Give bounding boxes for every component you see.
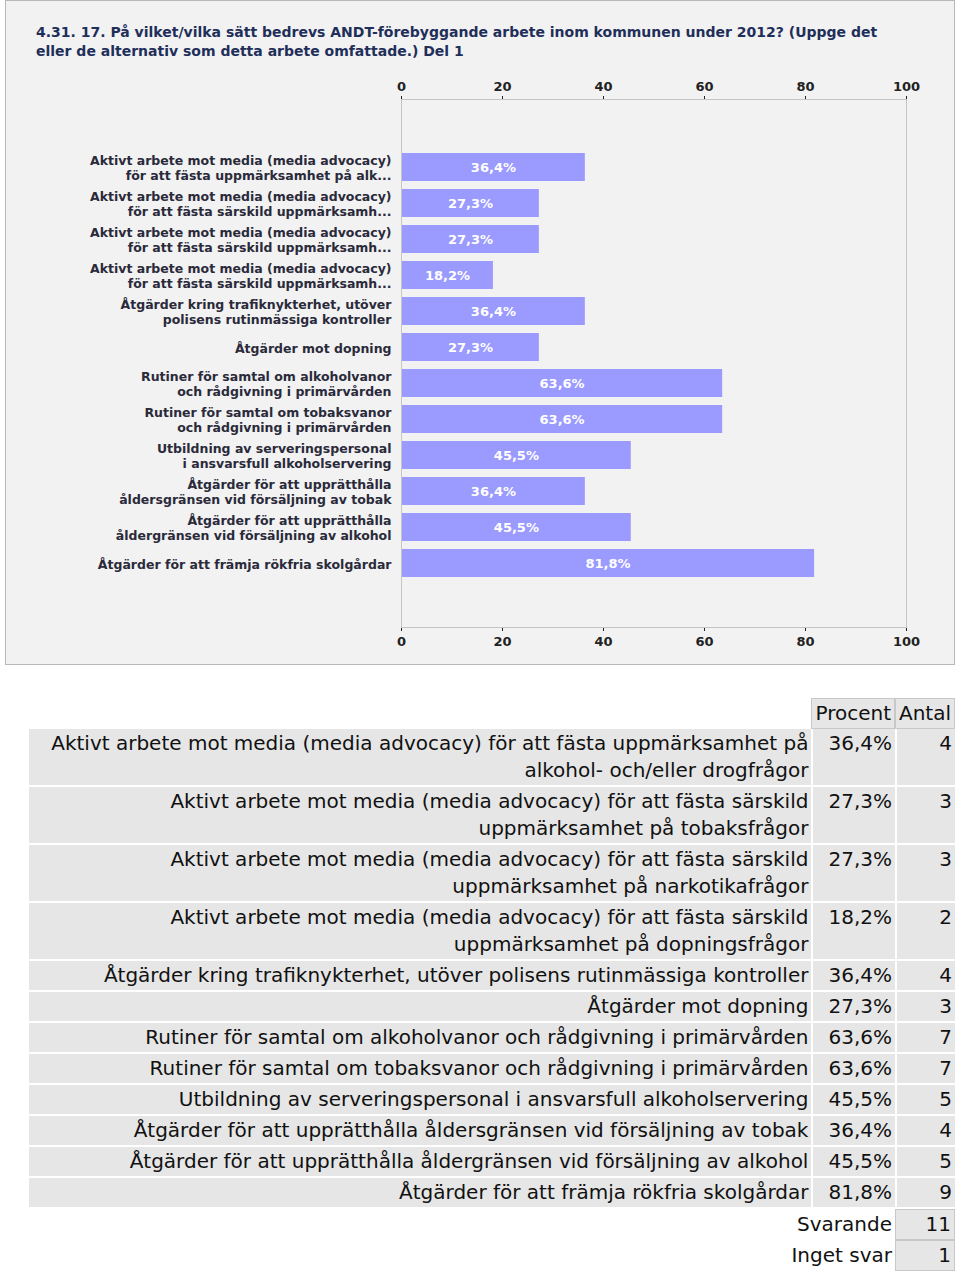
html-text:3: 3 <box>939 789 952 813</box>
svg-text:40: 40 <box>594 634 612 649</box>
html-text:36,4%: 36,4% <box>828 963 892 987</box>
svg-text:Rutiner för samtal om alkoholv: Rutiner för samtal om alkoholvanoroch rå… <box>141 369 392 400</box>
html-text:Rutiner för samtal om alkoholv: Rutiner för samtal om alkoholvanor och r… <box>145 1025 809 1049</box>
svg-text:60: 60 <box>695 634 713 649</box>
html-text:7: 7 <box>939 1025 952 1049</box>
html-text:45,5%: 45,5% <box>828 1149 892 1173</box>
html-text:18,2%: 18,2% <box>828 905 892 929</box>
html-text:Aktivt arbete mot media (media: Aktivt arbete mot media (media advocacy)… <box>51 731 809 782</box>
svg-text:27,3%: 27,3% <box>448 196 493 211</box>
svg-text:20: 20 <box>493 634 511 649</box>
html-text:5: 5 <box>939 1149 952 1173</box>
html-text:45,5%: 45,5% <box>828 1087 892 1111</box>
html-text:63,6%: 63,6% <box>828 1056 892 1080</box>
html-text:4: 4 <box>939 963 952 987</box>
svg-text:Åtgärder kring trafiknykterhet: Åtgärder kring trafiknykterhet, utöverpo… <box>121 297 393 328</box>
html-text:Inget svar: Inget svar <box>791 1243 892 1267</box>
svg-text:63,6%: 63,6% <box>540 412 585 427</box>
svg-text:36,4%: 36,4% <box>471 160 516 175</box>
html-text:3: 3 <box>939 847 952 871</box>
svg-text:18,2%: 18,2% <box>425 268 470 283</box>
svg-text:100: 100 <box>893 634 920 649</box>
svg-text:45,5%: 45,5% <box>494 448 539 463</box>
svg-text:0: 0 <box>397 79 406 94</box>
svg-text:Utbildning av serveringsperson: Utbildning av serveringspersonali ansvar… <box>157 441 392 472</box>
html-text:Aktivt arbete mot media (media: Aktivt arbete mot media (media advocacy)… <box>170 789 809 840</box>
html-text:9: 9 <box>939 1180 952 1204</box>
svg-text:0: 0 <box>397 634 406 649</box>
html-text:1: 1 <box>938 1243 951 1267</box>
html-text:2: 2 <box>939 905 952 929</box>
svg-text:Aktivt arbete mot media (media: Aktivt arbete mot media (media advocacy)… <box>90 153 391 184</box>
svg-text:Åtgärder mot dopning: Åtgärder mot dopning <box>235 341 392 356</box>
html-text:27,3%: 27,3% <box>828 994 892 1018</box>
svg-text:36,4%: 36,4% <box>471 304 516 319</box>
html-text:5: 5 <box>939 1087 952 1111</box>
html-text:7: 7 <box>939 1056 952 1080</box>
svg-text:Aktivt arbete mot media (media: Aktivt arbete mot media (media advocacy)… <box>90 261 391 292</box>
html-text:Procent Antal: Procent Antal <box>815 701 951 725</box>
html-text:36,4%: 36,4% <box>828 731 892 755</box>
html-text:27,3%: 27,3% <box>828 847 892 871</box>
svg-text:81,8%: 81,8% <box>585 556 630 571</box>
html-text:3: 3 <box>939 994 952 1018</box>
html-text:36,4%: 36,4% <box>828 1118 892 1142</box>
html-text:Åtgärder mot dopning: Åtgärder mot dopning <box>587 994 809 1018</box>
html-text:27,3%: 27,3% <box>828 789 892 813</box>
svg-text:Åtgärder för att upprätthållaå: Åtgärder för att upprätthållaåldergränse… <box>116 513 392 544</box>
html-text:Åtgärder för att främja rökfri: Åtgärder för att främja rökfria skolgård… <box>399 1180 809 1204</box>
html-text:4: 4 <box>939 731 952 755</box>
svg-text:60: 60 <box>695 79 713 94</box>
svg-text:Åtgärder för att främja rökfri: Åtgärder för att främja rökfria skolgård… <box>98 557 393 572</box>
html-text:4.31. 17. På vilket/vilka sätt: 4.31. 17. På vilket/vilka sätt bedrevs A… <box>36 24 878 59</box>
html-text:Rutiner för samtal om tobaksva: Rutiner för samtal om tobaksvanor och rå… <box>149 1056 809 1080</box>
svg-text:100: 100 <box>893 79 920 94</box>
svg-text:63,6%: 63,6% <box>540 376 585 391</box>
html-text:11: 11 <box>925 1212 951 1236</box>
svg-text:27,3%: 27,3% <box>448 232 493 247</box>
svg-text:80: 80 <box>796 634 814 649</box>
html-text:Svarande: Svarande <box>797 1212 892 1236</box>
svg-text:27,3%: 27,3% <box>448 340 493 355</box>
html-text:63,6%: 63,6% <box>828 1025 892 1049</box>
svg-text:Aktivt arbete mot media (media: Aktivt arbete mot media (media advocacy)… <box>90 189 391 220</box>
html-text:Åtgärder kring trafiknykterhet: Åtgärder kring trafiknykterhet, utöver p… <box>103 963 809 987</box>
html-text:Aktivt arbete mot media (media: Aktivt arbete mot media (media advocacy)… <box>170 847 809 898</box>
svg-text:Aktivt arbete mot media (media: Aktivt arbete mot media (media advocacy)… <box>90 225 391 256</box>
html-text:81,8%: 81,8% <box>828 1180 892 1204</box>
svg-text:20: 20 <box>493 79 511 94</box>
svg-text:Rutiner för samtal om tobaksva: Rutiner för samtal om tobaksvanoroch råd… <box>144 405 392 436</box>
html-text:Åtgärder för att upprätthålla: Åtgärder för att upprätthålla åldergräns… <box>129 1149 809 1173</box>
svg-text:Åtgärder för att upprätthållaå: Åtgärder för att upprätthållaåldersgräns… <box>119 477 392 508</box>
html-text:Åtgärder för att upprätthålla: Åtgärder för att upprätthålla åldersgrän… <box>133 1118 809 1142</box>
html-text:Aktivt arbete mot media (media: Aktivt arbete mot media (media advocacy)… <box>170 905 809 956</box>
html-text:4: 4 <box>939 1118 952 1142</box>
svg-text:80: 80 <box>796 79 814 94</box>
svg-text:40: 40 <box>594 79 612 94</box>
svg-text:45,5%: 45,5% <box>494 520 539 535</box>
svg-text:36,4%: 36,4% <box>471 484 516 499</box>
html-text:Utbildning av serveringsperson: Utbildning av serveringspersonal i ansva… <box>178 1087 809 1111</box>
